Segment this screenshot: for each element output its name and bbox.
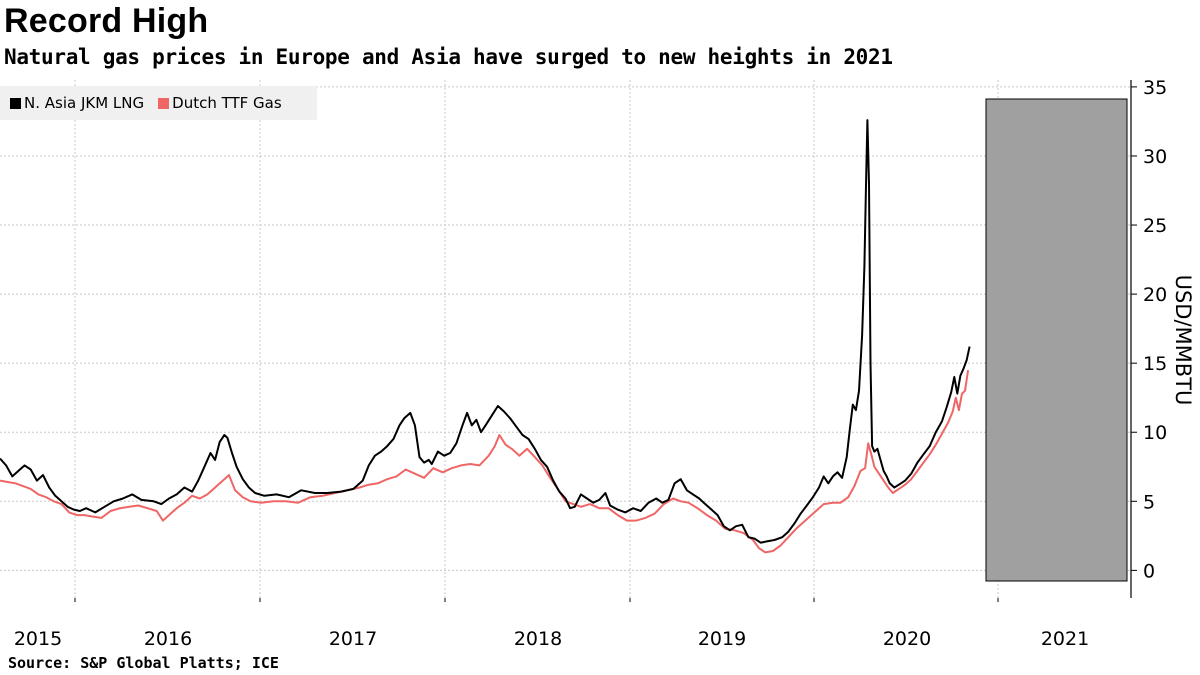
x-tick-label: 2015 (14, 628, 62, 650)
legend-label-jkm: N. Asia JKM LNG (24, 94, 145, 112)
y-tick-label: 10 (1143, 422, 1167, 444)
y-axis-label: USD/MMBTU (1171, 275, 1195, 406)
legend-label-ttf: Dutch TTF Gas (172, 94, 282, 112)
y-tick-label: 5 (1143, 491, 1155, 513)
y-tick-label: 25 (1143, 215, 1167, 237)
series-lines (0, 119, 971, 554)
x-tick-label: 2018 (514, 628, 562, 650)
x-axis: 2015 2016 2017 2018 2019 2020 2021 (14, 598, 1089, 650)
legend-item-jkm: N. Asia JKM LNG (10, 94, 144, 112)
legend-swatch-jkm (10, 97, 21, 109)
grid (0, 80, 1131, 598)
x-tick-label: 2016 (144, 628, 192, 650)
legend-item-ttf: Dutch TTF Gas (158, 94, 282, 112)
y-tick-label: 30 (1143, 146, 1167, 168)
x-tick-label: 2019 (698, 628, 746, 650)
highlight-region (985, 98, 1128, 582)
y-tick-label: 20 (1143, 284, 1167, 306)
chart-title: Record High (4, 2, 209, 40)
x-tick-label: 2020 (883, 628, 931, 650)
chart-subtitle: Natural gas prices in Europe and Asia ha… (4, 45, 893, 69)
y-tick-label: 15 (1143, 353, 1167, 375)
y-tick-label: 0 (1143, 560, 1155, 582)
x-tick-label: 2021 (1041, 628, 1089, 650)
legend-swatch-ttf (158, 97, 170, 109)
y-tick-label: 35 (1143, 77, 1167, 99)
series-line-ttf (0, 369, 970, 554)
y-axis: 0 5 10 15 20 25 30 35 (1130, 77, 1167, 598)
series-line-jkm (0, 119, 971, 544)
x-tick-label: 2017 (329, 628, 377, 650)
source-note: Source: S&P Global Platts; ICE (8, 654, 279, 672)
legend: N. Asia JKM LNG Dutch TTF Gas (0, 86, 317, 120)
